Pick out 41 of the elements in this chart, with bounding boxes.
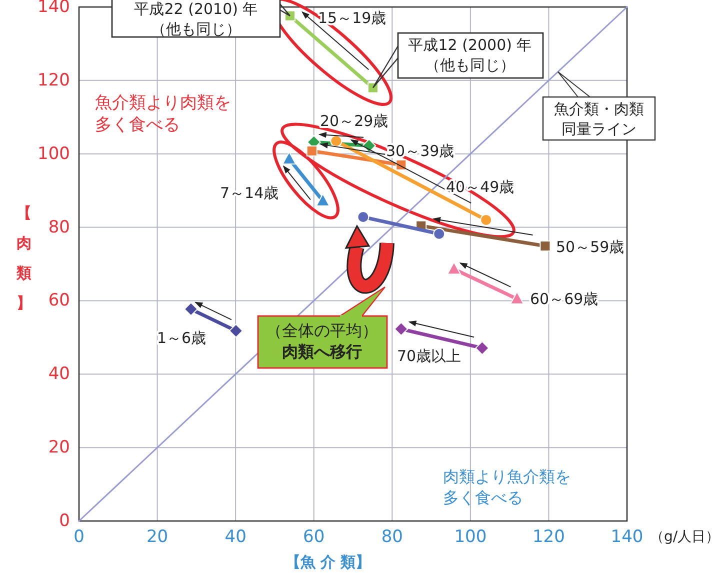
- point: [480, 214, 492, 226]
- series-label: 魚介類・肉類同量ライン: [554, 100, 644, 138]
- y-axis-title: 【肉類】: [16, 204, 32, 312]
- x-tick-label: 40: [224, 527, 246, 547]
- point: [394, 322, 408, 336]
- annotation: 平成22 (2010) 年（他も同じ）: [134, 0, 258, 38]
- point: [475, 341, 490, 356]
- point: [330, 135, 342, 148]
- x-tick-label: 140: [610, 527, 644, 547]
- y-tick-label: 100: [38, 144, 70, 164]
- x-tick-label: 0: [74, 527, 84, 547]
- x-tick-label: 80: [381, 527, 403, 547]
- annotation: 肉類より魚介類を多く食べる: [443, 466, 571, 506]
- annotation: （全体の平均）肉類へ移行: [266, 320, 378, 360]
- point: [433, 228, 446, 240]
- point: [367, 82, 378, 94]
- series-label: 70歳以上: [397, 347, 462, 365]
- y-tick-label: 60: [48, 290, 70, 311]
- text: （g/人日）: [650, 529, 720, 545]
- x-axis-title: 【魚 介 類】: [285, 553, 371, 571]
- series-label: 50～59歳: [556, 238, 624, 256]
- point: [306, 145, 318, 156]
- point: [540, 240, 551, 252]
- x-tick-label: 20: [146, 527, 168, 547]
- y-tick-label: 120: [38, 70, 70, 90]
- y-tick-label: 80: [48, 217, 70, 238]
- x-tick-label: 60: [303, 527, 325, 547]
- y-tick-label: 20: [48, 438, 70, 458]
- point: [228, 324, 243, 338]
- series-label: 7～14歳: [220, 184, 279, 202]
- y-tick-label: 0: [59, 511, 70, 531]
- series-label: 20～29歳: [320, 112, 388, 130]
- annotation: 魚介類より肉類を多く食べる: [95, 93, 231, 135]
- annotation: 平成12 (2000) 年（他も同じ）: [408, 36, 532, 74]
- point: [184, 302, 198, 316]
- x-tick-label: 100: [454, 527, 487, 547]
- series-label: 60～69歳: [530, 290, 598, 308]
- y-tick-label: 40: [48, 364, 70, 384]
- x-tick-label: 120: [532, 527, 565, 547]
- point: [357, 211, 370, 224]
- series-label: 1～6歳: [157, 329, 206, 347]
